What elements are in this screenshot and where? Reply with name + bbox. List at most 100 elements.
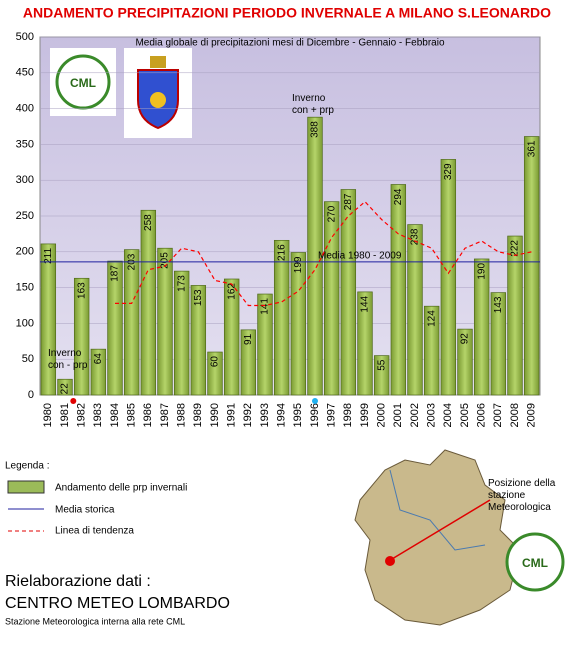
x-tick-label: 1998: [342, 403, 354, 427]
value-label: 361: [526, 140, 537, 157]
logo-text: CML: [522, 556, 548, 570]
x-tick-label: 1993: [259, 403, 271, 427]
value-label: 211: [43, 247, 54, 263]
x-tick-label: 1987: [159, 403, 171, 427]
bar: [90, 348, 107, 396]
value-label: 64: [93, 353, 104, 365]
x-tick-label: 1984: [109, 403, 121, 427]
y-tick-label: 150: [16, 282, 34, 294]
bar: [223, 278, 240, 396]
bar: [473, 258, 490, 396]
crest-crown: [150, 56, 166, 68]
annotation: Inverno con + prp: [292, 93, 334, 116]
value-label: 144: [360, 295, 371, 312]
x-tick-label: 1990: [209, 403, 221, 427]
bar: [357, 291, 373, 396]
y-tick-label: 300: [16, 174, 34, 186]
bar: [373, 355, 390, 396]
x-tick-label: 1997: [326, 403, 338, 427]
bar: [107, 260, 123, 396]
bar: [440, 159, 457, 396]
legend-label: Linea di tendenza: [55, 526, 134, 537]
value-label: 173: [176, 275, 187, 292]
value-label: 222: [510, 240, 521, 257]
value-label: 388: [310, 121, 321, 138]
y-tick-label: 400: [16, 103, 34, 115]
bar: [290, 252, 307, 396]
chart-body: 0 50 100 150 200 250 300 350 400 450 500 211 1980 22 1…: [16, 31, 540, 427]
x-tick-label: 2004: [442, 403, 454, 427]
value-label: 258: [143, 214, 154, 231]
value-label: 143: [493, 296, 504, 313]
bar: [457, 328, 473, 396]
x-tick-label: 2007: [492, 403, 504, 427]
legend-label: Media storica: [55, 505, 115, 516]
value-label: 163: [76, 282, 87, 299]
chart-title: ANDAMENTO PRECIPITAZIONI PERIODO INVERNA…: [23, 5, 551, 21]
x-tick-label: 2005: [459, 403, 471, 427]
y-tick-label: 450: [16, 67, 34, 79]
x-tick-label: 1983: [92, 403, 104, 427]
value-label: 55: [376, 359, 387, 371]
bar: [323, 201, 340, 396]
logo-box: [50, 48, 116, 116]
value-label: 60: [210, 356, 221, 368]
bar: [273, 239, 290, 396]
y-tick-label: 500: [16, 31, 34, 43]
logo-ring: [55, 54, 111, 110]
average-label: Media 1980 - 2009: [318, 250, 402, 261]
value-label: 287: [343, 193, 354, 210]
y-tick-label: 350: [16, 138, 34, 150]
logo-text: CML: [70, 76, 96, 90]
x-tick-label: 1988: [176, 403, 188, 427]
bar: [140, 209, 157, 396]
value-label: 238: [410, 228, 421, 245]
x-tick-label: 2008: [509, 403, 521, 427]
x-tick-label: 1991: [226, 403, 238, 427]
value-label: 153: [193, 289, 204, 306]
value-label: 92: [460, 333, 471, 345]
credits: CENTRO METEO LOMBARDO: [5, 595, 230, 612]
value-label: 216: [276, 244, 287, 261]
bar: [507, 235, 523, 396]
value-label: 199: [293, 256, 304, 273]
y-tick-label: 100: [16, 317, 34, 329]
credits: Rielaborazione dati :: [5, 573, 151, 590]
credits: Stazione Meteorologica interna alla rete…: [5, 616, 185, 626]
value-label: 162: [226, 283, 237, 300]
crest-sun: [150, 92, 166, 108]
x-tick-label: 1981: [59, 403, 71, 427]
y-tick-label: 200: [16, 246, 34, 258]
x-tick-label: 1999: [359, 403, 371, 427]
value-label: 124: [426, 310, 437, 327]
y-tick-label: 0: [28, 389, 34, 401]
x-tick-label: 1994: [276, 403, 288, 427]
x-tick-label: 1986: [142, 403, 154, 427]
map-label: Posizione della stazione Meteorologica: [488, 478, 556, 513]
x-tick-label: 2003: [426, 403, 438, 427]
map-river: [389, 469, 486, 551]
bar: [173, 270, 190, 396]
annotation: Inverno con - prp: [48, 348, 88, 371]
min-marker: [70, 398, 77, 404]
value-label: 190: [476, 263, 487, 280]
bar: [490, 292, 507, 396]
map-pointer: [391, 499, 491, 560]
bar: [340, 189, 357, 396]
x-tick-label: 2009: [526, 403, 538, 427]
x-tick-label: 2001: [392, 403, 404, 427]
legend-swatch: [7, 480, 45, 494]
value-label: 187: [110, 265, 121, 282]
value-label: 22: [60, 383, 71, 395]
bar: [207, 351, 223, 396]
legend-title: Legenda :: [5, 461, 50, 472]
x-tick-label: 1996: [309, 403, 321, 427]
map: CML Posizione della stazione Meteorologi…: [354, 449, 565, 626]
x-tick-label: 2000: [376, 403, 388, 427]
logo-ring: [505, 532, 565, 592]
max-marker: [312, 398, 318, 404]
value-label: 91: [243, 333, 254, 345]
bar: [390, 184, 407, 396]
